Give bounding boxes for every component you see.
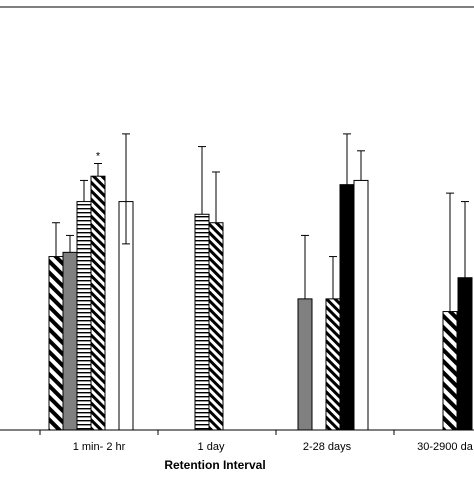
bar <box>325 298 341 431</box>
x-tick-label: 1 min- 2 hr <box>73 441 126 453</box>
bar <box>208 222 224 431</box>
error-bars-layer <box>52 133 469 312</box>
bar <box>353 179 369 431</box>
bar <box>48 256 64 431</box>
bar <box>457 277 473 431</box>
bar <box>442 311 458 431</box>
x-axis-title: Retention Interval <box>164 458 265 472</box>
bars-layer <box>48 175 473 431</box>
x-tick-label: 30-2900 da <box>417 441 474 453</box>
significance-marker: * <box>96 151 101 163</box>
bar <box>339 184 355 431</box>
x-tick-label: 1 day <box>198 441 225 453</box>
tick-labels-layer: * 1 min- 2 hr 1 day 2-28 days 30-2900 da <box>73 151 474 453</box>
bar <box>76 201 92 431</box>
x-tick-label: 2-28 days <box>303 441 352 453</box>
bar <box>194 213 210 431</box>
bar <box>62 251 78 431</box>
bar <box>297 298 313 431</box>
bar <box>90 175 106 431</box>
